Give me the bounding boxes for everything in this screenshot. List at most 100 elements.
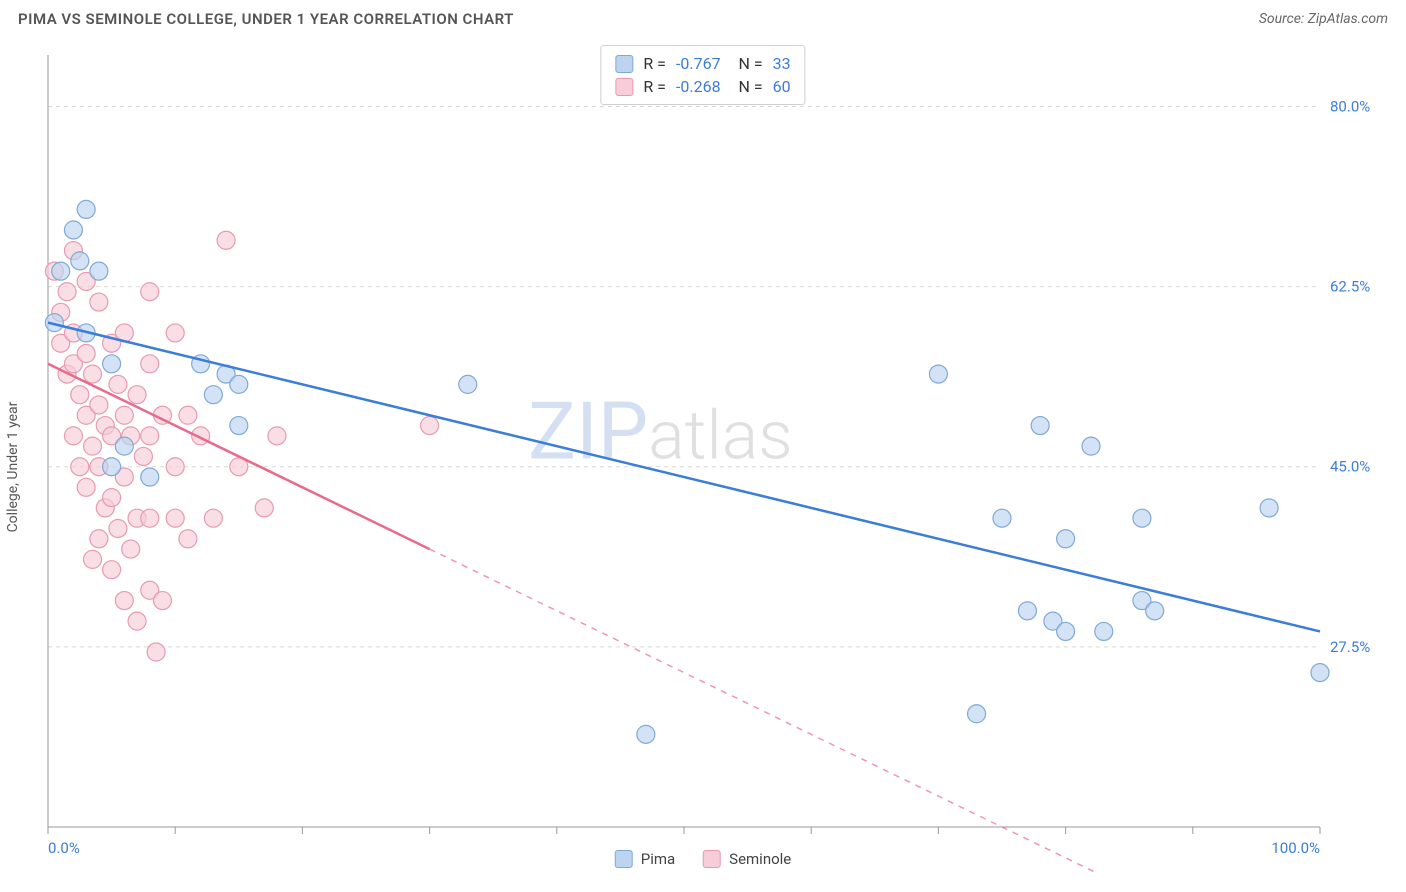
data-point [141,509,159,527]
data-point [147,643,165,661]
data-point [421,417,439,435]
stat-n-value: 60 [773,77,791,96]
data-point [1095,622,1113,640]
data-point [968,705,986,723]
data-point [141,468,159,486]
series-legend: Pima Seminole [615,850,792,868]
data-point [993,509,1011,527]
data-point [230,417,248,435]
chart-container: College, Under 1 year 27.5%45.0%62.5%80.… [18,45,1388,872]
source-attribution: Source: ZipAtlas.com [1259,11,1388,27]
data-point [204,509,222,527]
stat-n-label: N = [731,77,763,96]
data-point [84,365,102,383]
data-point [141,427,159,445]
watermark: ZIPatlas [528,385,793,479]
legend-swatch [615,850,633,868]
data-point [90,396,108,414]
data-point [103,355,121,373]
data-point [929,365,947,383]
data-point [103,561,121,579]
stat-r-label: R = [643,77,666,96]
chart-header: PIMA VS SEMINOLE COLLEGE, UNDER 1 YEAR C… [0,0,1406,34]
data-point [1146,602,1164,620]
data-point [217,231,235,249]
data-point [1031,417,1049,435]
data-point [134,447,152,465]
data-point [153,592,171,610]
data-point [103,458,121,476]
data-point [1260,499,1278,517]
legend-item: Pima [615,850,675,868]
data-point [84,437,102,455]
stat-r-label: R = [643,54,666,73]
data-point [1133,509,1151,527]
data-point [128,386,146,404]
data-point [128,612,146,630]
y-tick-label: 62.5% [1330,278,1370,296]
data-point [1057,622,1075,640]
data-point [90,530,108,548]
data-point [71,386,89,404]
trend-line [48,323,1320,632]
data-point [637,725,655,743]
trend-line-extrapolated [430,549,1320,872]
stat-n-label: N = [731,54,763,73]
data-point [103,489,121,507]
data-point [64,427,82,445]
y-tick-label: 80.0% [1330,97,1370,115]
data-point [268,427,286,445]
data-point [230,375,248,393]
data-point [77,345,95,363]
legend-swatch [615,78,633,96]
data-point [58,283,76,301]
data-point [90,293,108,311]
legend-swatch [615,55,633,73]
stat-r-value: -0.268 [676,77,721,96]
data-point [84,550,102,568]
stats-row: R = -0.767 N = 33 [615,52,790,75]
stats-row: R = -0.268 N = 60 [615,75,790,98]
legend-item: Seminole [703,850,791,868]
data-point [166,458,184,476]
x-tick-label: 0.0% [48,839,80,857]
data-point [90,262,108,280]
legend-swatch [703,850,721,868]
data-point [204,386,222,404]
data-point [109,375,127,393]
data-point [166,509,184,527]
data-point [459,375,477,393]
y-tick-label: 27.5% [1330,638,1370,656]
data-point [115,592,133,610]
chart-title: PIMA VS SEMINOLE COLLEGE, UNDER 1 YEAR C… [18,10,514,28]
data-point [109,519,127,537]
data-point [1057,530,1075,548]
data-point [141,283,159,301]
data-point [115,437,133,455]
data-point [71,458,89,476]
data-point [255,499,273,517]
data-point [115,406,133,424]
scatter-chart: 27.5% 45.0% 62.5% 80.0% 0.0% 100.0% ZIPatlas [18,45,1388,872]
y-tick-label: 45.0% [1330,458,1370,476]
legend-label: Pima [641,850,675,868]
stat-n-value: 33 [773,54,791,73]
legend-label: Seminole [729,850,791,868]
data-point [77,200,95,218]
data-point [52,262,70,280]
data-point [1082,437,1100,455]
data-point [179,530,197,548]
y-axis-label: College, Under 1 year [5,401,21,532]
x-tick-label: 100.0% [1271,839,1320,857]
data-point [71,252,89,270]
data-point [141,355,159,373]
data-point [122,540,140,558]
svg-text:atlas: atlas [648,396,793,476]
data-point [166,324,184,342]
stats-legend: R = -0.767 N = 33R = -0.268 N = 60 [600,45,805,105]
stat-r-value: -0.767 [676,54,721,73]
data-point [77,478,95,496]
data-point [64,221,82,239]
data-point [179,406,197,424]
data-point [1018,602,1036,620]
